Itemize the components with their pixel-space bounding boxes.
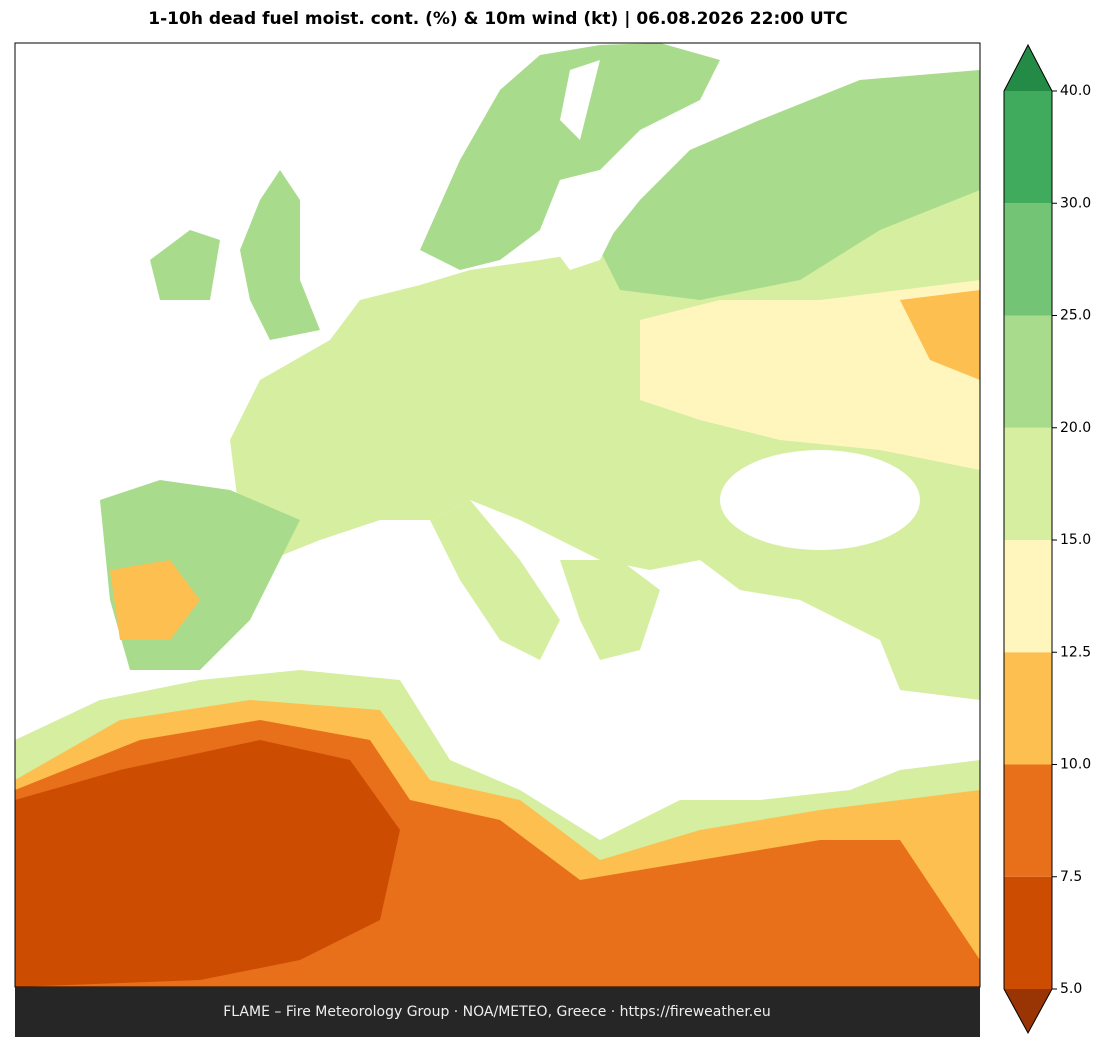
colorbar-segment xyxy=(1004,764,1052,877)
colorbar-segment xyxy=(1004,203,1052,316)
footer-bar xyxy=(15,987,980,1037)
colorbar-segment xyxy=(1004,540,1052,653)
colorbar-segment xyxy=(1004,427,1052,540)
colorbar-segment xyxy=(1004,91,1052,204)
map xyxy=(15,43,980,987)
colorbar-segment xyxy=(1004,876,1052,989)
colorbar-tick-label: 30.0 xyxy=(1060,195,1091,211)
colorbar: 5.0 7.5 10.0 12.5 15.0 20.0 25.0 30.0 40.0 xyxy=(1003,43,1091,1035)
colorbar-tick-label: 40.0 xyxy=(1060,83,1091,99)
colorbar-tick-label: 20.0 xyxy=(1060,420,1091,436)
colorbar-under xyxy=(1004,989,1052,1033)
colorbar-segment xyxy=(1004,652,1052,765)
colorbar-segment xyxy=(1004,315,1052,428)
colorbar-tick-label: 7.5 xyxy=(1060,869,1082,885)
colorbar-tick-label: 10.0 xyxy=(1060,757,1091,773)
colorbar-tick-label: 15.0 xyxy=(1060,532,1091,548)
colorbar-tick-label: 25.0 xyxy=(1060,308,1091,324)
title: 1-10h dead fuel moist. cont. (%) & 10m w… xyxy=(148,9,847,29)
footer: FLAME – Fire Meteorology Group · NOA/MET… xyxy=(223,1004,771,1020)
colorbar-tick-label: 5.0 xyxy=(1060,981,1082,997)
colorbar-tick-label: 12.5 xyxy=(1060,644,1091,660)
colorbar-over xyxy=(1004,45,1052,91)
